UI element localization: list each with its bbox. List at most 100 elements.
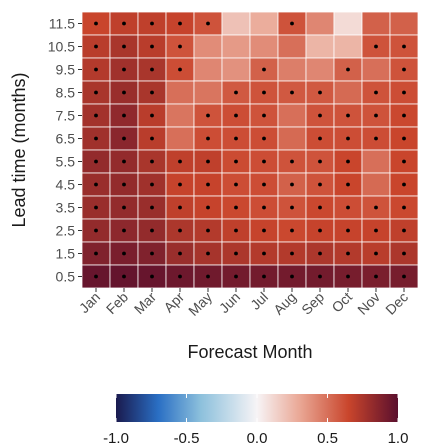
heatmap-cell [305, 34, 335, 59]
heatmap-cell [249, 11, 279, 36]
colorbar-tick-label: 0.0 [247, 430, 268, 447]
significance-dot [402, 228, 406, 233]
significance-dot [402, 159, 406, 164]
y-tick-label: 9.5 [56, 62, 76, 78]
x-axis-title: Forecast Month [187, 342, 312, 362]
significance-dot [290, 205, 294, 210]
significance-dot [234, 182, 238, 187]
significance-dot [290, 159, 294, 164]
significance-dot [262, 113, 266, 118]
x-tick-label: Sep [298, 289, 327, 318]
significance-dot [234, 205, 238, 210]
significance-dot [346, 67, 350, 72]
significance-dot [206, 159, 210, 164]
significance-dot [94, 21, 98, 26]
colorbar-ticks: -1.0 -0.5 0.0 0.5 1.0 [103, 394, 408, 447]
significance-dot [178, 159, 182, 164]
significance-dot [94, 228, 98, 233]
significance-dot [402, 182, 406, 187]
y-axis-title: Lead time (months) [9, 72, 29, 227]
significance-dot [318, 113, 322, 118]
significance-dot [290, 21, 294, 26]
significance-dot [318, 159, 322, 164]
significance-dot [122, 228, 126, 233]
significance-dot [262, 274, 266, 279]
significance-dot [290, 90, 294, 95]
heatmap-cell [277, 57, 307, 82]
significance-dot [262, 228, 266, 233]
significance-dot [150, 90, 154, 95]
heatmap-cell [165, 126, 195, 151]
significance-dot [150, 274, 154, 279]
significance-dot [122, 274, 126, 279]
heatmap-cell [333, 11, 363, 36]
significance-dot [402, 90, 406, 95]
heatmap-cell [165, 80, 195, 105]
significance-dot [318, 90, 322, 95]
significance-dot [234, 90, 238, 95]
significance-dot [150, 228, 154, 233]
heatmap-cell [305, 11, 335, 36]
significance-dot [94, 44, 98, 49]
x-tick-label: May [185, 289, 215, 319]
significance-dot [206, 274, 210, 279]
significance-dot [206, 228, 210, 233]
significance-dot [150, 205, 154, 210]
significance-dot [346, 274, 350, 279]
significance-dot [94, 90, 98, 95]
significance-dot [234, 274, 238, 279]
heatmap-cell [361, 11, 391, 36]
x-tick-label: Dec [382, 289, 411, 318]
significance-dot [122, 44, 126, 49]
significance-dot [206, 136, 210, 141]
heatmap-cell [249, 34, 279, 59]
significance-dot [234, 159, 238, 164]
heatmap-cell [305, 57, 335, 82]
significance-dot [206, 205, 210, 210]
significance-dot [290, 251, 294, 256]
x-tick-label: Oct [328, 289, 355, 316]
y-tick-label: 1.5 [56, 246, 76, 262]
significance-dot [262, 182, 266, 187]
significance-dot [122, 21, 126, 26]
significance-dot [122, 136, 126, 141]
significance-dot [234, 251, 238, 256]
significance-dot [94, 67, 98, 72]
significance-dot [234, 113, 238, 118]
significance-dot [206, 21, 210, 26]
significance-dot [402, 251, 406, 256]
significance-dot [122, 251, 126, 256]
significance-dot [318, 274, 322, 279]
y-tick-label: 3.5 [56, 200, 76, 216]
y-axis-ticks: 11.5 10.5 9.5 8.5 7.5 6.5 5.5 4.5 3.5 2.5 1.5 0.5 [48, 16, 82, 285]
y-tick-label: 2.5 [56, 223, 76, 239]
significance-dot [346, 205, 350, 210]
significance-dot [402, 67, 406, 72]
colorbar-tick-label: 0.5 [317, 430, 338, 447]
significance-dot [150, 21, 154, 26]
heatmap-cell [221, 57, 251, 82]
significance-dot [94, 205, 98, 210]
y-tick-label: 4.5 [56, 177, 76, 193]
significance-dots [94, 21, 406, 279]
heatmap-cell [193, 57, 223, 82]
y-tick-label: 6.5 [56, 131, 76, 147]
significance-dot [150, 251, 154, 256]
significance-dot [122, 90, 126, 95]
significance-dot [402, 136, 406, 141]
heatmap-cell [277, 103, 307, 128]
y-tick-label: 10.5 [48, 39, 75, 55]
significance-dot [402, 205, 406, 210]
significance-dot [346, 182, 350, 187]
x-tick-label: Feb [103, 289, 132, 318]
significance-dot [262, 136, 266, 141]
significance-dot [178, 21, 182, 26]
significance-dot [318, 136, 322, 141]
heatmap-cell [389, 11, 419, 36]
significance-dot [402, 44, 406, 49]
significance-dot [346, 159, 350, 164]
heatmap-cell [277, 126, 307, 151]
significance-dot [234, 136, 238, 141]
colorbar-tick-label: -0.5 [174, 430, 200, 447]
